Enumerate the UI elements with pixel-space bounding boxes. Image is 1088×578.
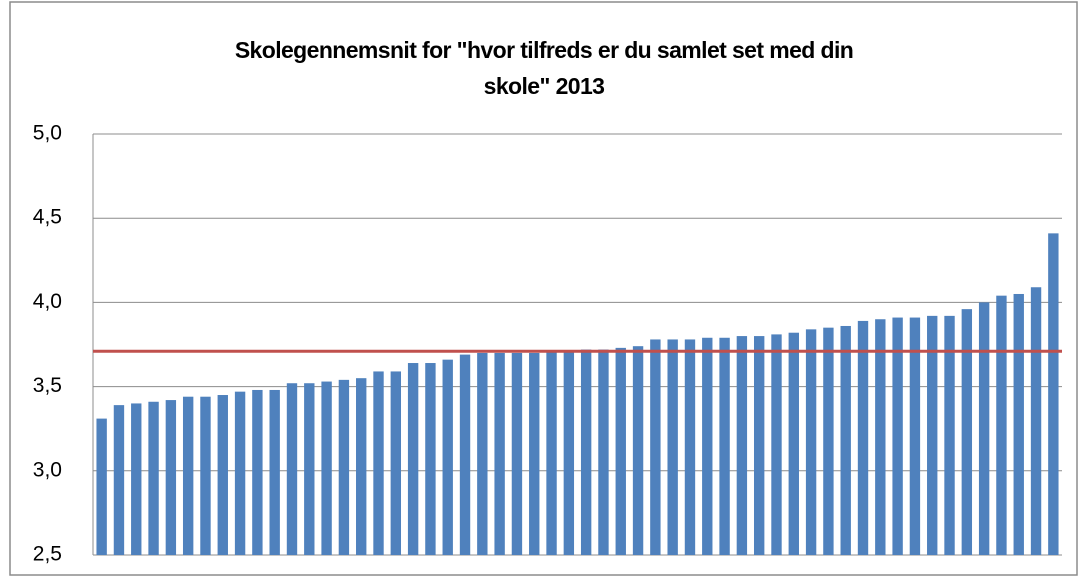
- bar: [442, 359, 453, 555]
- bar: [944, 315, 955, 555]
- bar: [407, 363, 419, 555]
- bar: [840, 325, 851, 555]
- bar: [338, 379, 350, 555]
- bar: [805, 329, 817, 555]
- bar: [719, 337, 730, 555]
- bar: [390, 371, 402, 555]
- bar: [1048, 233, 1059, 555]
- bar: [182, 396, 194, 555]
- bar: [857, 320, 869, 555]
- bar: [321, 381, 332, 555]
- bar: [356, 378, 367, 555]
- y-tick-label: 3,0: [33, 458, 62, 481]
- bar: [304, 383, 315, 555]
- bar: [269, 389, 280, 555]
- bar: [771, 334, 782, 555]
- bar: [459, 354, 471, 555]
- chart-title: Skolegennemsnit for "hvor tilfreds er du…: [234, 37, 854, 99]
- bar: [511, 352, 523, 555]
- bar: [165, 400, 177, 555]
- y-tick-label: 4,0: [33, 290, 62, 313]
- bar: [217, 395, 228, 555]
- bar: [927, 315, 938, 555]
- bar: [650, 339, 661, 555]
- bar: [131, 403, 142, 555]
- bar: [684, 339, 696, 555]
- bar: [598, 349, 609, 555]
- bar: [252, 389, 263, 555]
- bar: [200, 396, 211, 555]
- bar: [286, 383, 298, 555]
- bar: [632, 346, 644, 555]
- bar: [546, 351, 557, 555]
- bar: [909, 317, 921, 555]
- bar: [667, 339, 678, 555]
- y-tick-label: 5,0: [33, 122, 62, 145]
- bar: [996, 295, 1007, 555]
- bar: [961, 309, 973, 555]
- bar: [753, 336, 765, 555]
- bar: [702, 337, 713, 555]
- bar: [615, 347, 626, 555]
- y-tick-label: 3,5: [33, 374, 62, 397]
- bar: [823, 327, 834, 555]
- bar: [494, 352, 505, 555]
- y-tick-label: 2,5: [33, 543, 62, 566]
- bar: [373, 371, 384, 555]
- bar: [425, 363, 436, 555]
- bar: [1013, 293, 1024, 555]
- bar: [148, 401, 159, 555]
- bar: [580, 349, 592, 555]
- bar: [113, 405, 125, 555]
- bar: [892, 317, 903, 555]
- bar: [788, 332, 799, 555]
- y-tick-label: 4,5: [33, 206, 62, 229]
- bar: [1030, 287, 1042, 555]
- bar: [477, 352, 488, 555]
- bar: [563, 351, 575, 555]
- bar: [529, 352, 540, 555]
- bar: [736, 336, 748, 555]
- bar: [978, 302, 990, 555]
- bar: [234, 391, 246, 555]
- bar: [875, 319, 886, 555]
- bar: [96, 418, 107, 555]
